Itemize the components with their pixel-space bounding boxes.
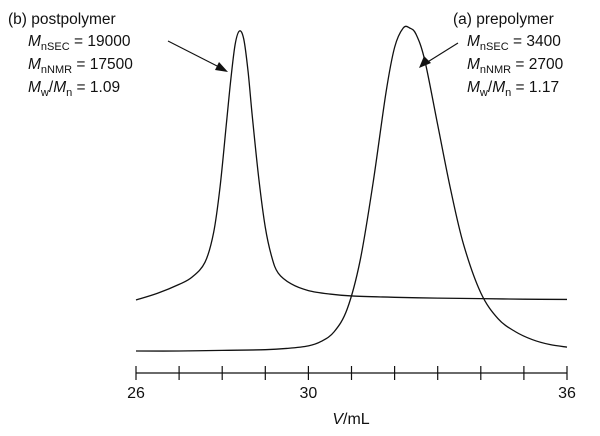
annotation-postpolymer: (b) postpolymer MnSEC = 19000 MnNMR = 17… — [8, 11, 228, 99]
post-mn-sec: MnSEC = 19000 — [28, 33, 131, 53]
x-tick-label-26: 26 — [127, 385, 145, 402]
post-mn-nmr: MnNMR = 17500 — [28, 56, 133, 76]
pre-title: (a) prepolymer — [453, 11, 554, 28]
post-arrow-shaft — [167, 40, 222, 69]
post-arrow-head — [215, 62, 228, 72]
post-title: (b) postpolymer — [8, 11, 116, 28]
pre-arrow-shaft — [425, 42, 459, 64]
x-tick-label-36: 36 — [558, 385, 576, 402]
pre-pdi: Mw/Mn = 1.17 — [467, 79, 559, 99]
annotation-prepolymer: (a) prepolymer MnSEC = 3400 MnNMR = 2700… — [419, 11, 564, 99]
pre-arrow-head — [419, 56, 431, 68]
x-axis-var: V — [332, 411, 344, 428]
series-curves — [135, 25, 568, 352]
x-tick-label-30: 30 — [300, 385, 318, 402]
post-pdi: Mw/Mn = 1.09 — [28, 79, 120, 99]
x-axis-unit: /mL — [343, 411, 370, 428]
series-line-postpolymer — [135, 30, 568, 301]
series-line-prepolymer — [135, 25, 568, 352]
x-axis-ticks: 26 30 36 — [127, 366, 576, 402]
pre-mn-nmr: MnNMR = 2700 — [467, 56, 564, 76]
pre-mn-sec: MnSEC = 3400 — [467, 33, 561, 53]
x-axis-title: V/mL — [332, 411, 369, 428]
